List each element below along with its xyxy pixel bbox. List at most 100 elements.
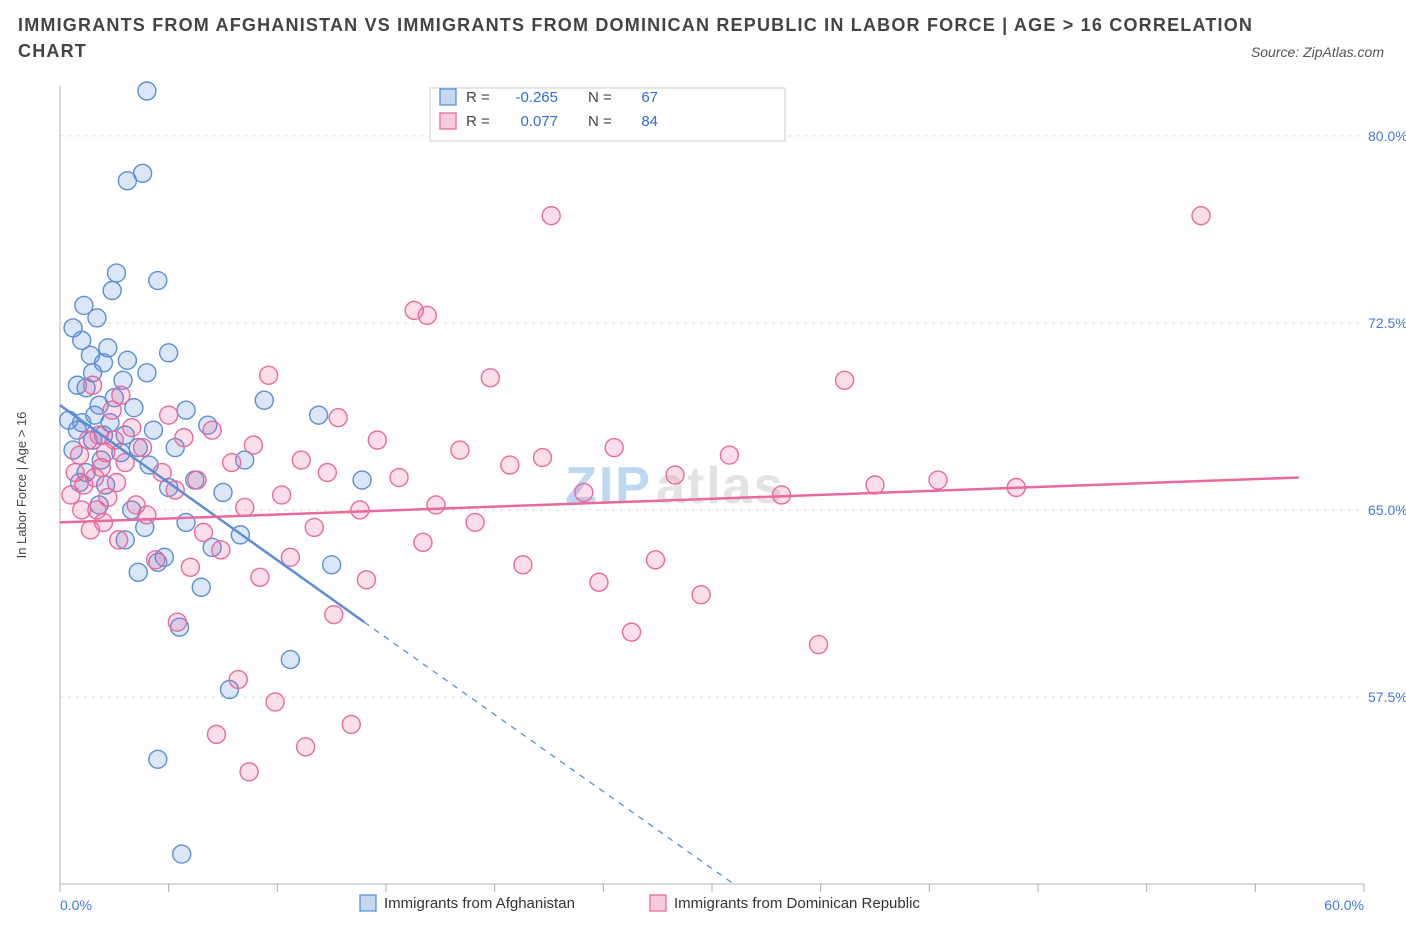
marker-afghanistan bbox=[281, 651, 299, 669]
marker-dominican bbox=[266, 693, 284, 711]
marker-dominican bbox=[720, 446, 738, 464]
marker-dominican bbox=[175, 429, 193, 447]
marker-dominican bbox=[623, 623, 641, 641]
marker-afghanistan bbox=[103, 281, 121, 299]
marker-dominican bbox=[646, 551, 664, 569]
marker-dominican bbox=[1192, 207, 1210, 225]
marker-dominican bbox=[260, 366, 278, 384]
legend-swatch bbox=[360, 895, 376, 911]
marker-dominican bbox=[533, 449, 551, 467]
marker-afghanistan bbox=[99, 339, 117, 357]
marker-afghanistan bbox=[177, 401, 195, 419]
marker-afghanistan bbox=[129, 563, 147, 581]
marker-dominican bbox=[866, 476, 884, 494]
marker-afghanistan bbox=[134, 164, 152, 182]
marker-dominican bbox=[207, 725, 225, 743]
marker-afghanistan bbox=[160, 344, 178, 362]
marker-afghanistan bbox=[138, 364, 156, 382]
marker-afghanistan bbox=[192, 578, 210, 596]
marker-dominican bbox=[297, 738, 315, 756]
svg-text:-0.265: -0.265 bbox=[515, 89, 558, 106]
svg-text:60.0%: 60.0% bbox=[1324, 897, 1364, 913]
marker-dominican bbox=[575, 483, 593, 501]
marker-dominican bbox=[342, 715, 360, 733]
svg-text:0.077: 0.077 bbox=[520, 113, 558, 130]
marker-dominican bbox=[138, 506, 156, 524]
svg-text:N =: N = bbox=[588, 89, 612, 106]
marker-dominican bbox=[325, 606, 343, 624]
marker-afghanistan bbox=[118, 351, 136, 369]
marker-dominican bbox=[368, 431, 386, 449]
marker-dominican bbox=[134, 439, 152, 457]
svg-text:67: 67 bbox=[641, 89, 658, 106]
marker-afghanistan bbox=[108, 264, 126, 282]
marker-dominican bbox=[501, 456, 519, 474]
marker-dominican bbox=[244, 436, 262, 454]
marker-afghanistan bbox=[88, 309, 106, 327]
marker-dominican bbox=[427, 496, 445, 514]
marker-dominican bbox=[251, 568, 269, 586]
marker-dominican bbox=[94, 513, 112, 531]
svg-text:65.0%: 65.0% bbox=[1368, 502, 1406, 518]
marker-afghanistan bbox=[177, 513, 195, 531]
marker-dominican bbox=[123, 419, 141, 437]
marker-dominican bbox=[329, 409, 347, 427]
source-credit: Source: ZipAtlas.com bbox=[1251, 44, 1384, 60]
marker-dominican bbox=[147, 551, 165, 569]
marker-dominican bbox=[390, 469, 408, 487]
marker-dominican bbox=[590, 573, 608, 591]
marker-afghanistan bbox=[173, 845, 191, 863]
marker-dominican bbox=[212, 541, 230, 559]
svg-text:R =: R = bbox=[466, 89, 490, 106]
marker-dominican bbox=[273, 486, 291, 504]
marker-afghanistan bbox=[149, 750, 167, 768]
correlation-scatter-plot: 57.5% 65.0% 72.5% 80.0% 0.0% 60.0% In Labor Fo… bbox=[0, 74, 1406, 930]
svg-text:N =: N = bbox=[588, 113, 612, 130]
svg-text:57.5%: 57.5% bbox=[1368, 689, 1406, 705]
marker-dominican bbox=[836, 371, 854, 389]
marker-afghanistan bbox=[353, 471, 371, 489]
marker-dominican bbox=[542, 207, 560, 225]
svg-text:0.0%: 0.0% bbox=[60, 897, 92, 913]
legend-swatch bbox=[650, 895, 666, 911]
marker-afghanistan bbox=[310, 406, 328, 424]
marker-afghanistan bbox=[144, 421, 162, 439]
svg-text:84: 84 bbox=[641, 113, 658, 130]
marker-dominican bbox=[110, 531, 128, 549]
marker-dominican bbox=[666, 466, 684, 484]
marker-dominican bbox=[357, 571, 375, 589]
marker-dominican bbox=[351, 501, 369, 519]
marker-dominican bbox=[692, 586, 710, 604]
svg-text:R =: R = bbox=[466, 113, 490, 130]
marker-dominican bbox=[240, 763, 258, 781]
marker-dominican bbox=[203, 421, 221, 439]
marker-dominican bbox=[451, 441, 469, 459]
marker-afghanistan bbox=[214, 483, 232, 501]
marker-dominican bbox=[414, 533, 432, 551]
marker-afghanistan bbox=[323, 556, 341, 574]
legend-label: Immigrants from Dominican Republic bbox=[674, 895, 920, 912]
marker-dominican bbox=[112, 386, 130, 404]
marker-afghanistan bbox=[149, 272, 167, 290]
marker-dominican bbox=[108, 474, 126, 492]
marker-dominican bbox=[229, 671, 247, 689]
marker-dominican bbox=[481, 369, 499, 387]
marker-dominican bbox=[194, 523, 212, 541]
marker-afghanistan bbox=[138, 82, 156, 100]
marker-dominican bbox=[929, 471, 947, 489]
marker-dominican bbox=[318, 464, 336, 482]
marker-dominican bbox=[418, 306, 436, 324]
marker-dominican bbox=[188, 471, 206, 489]
marker-dominican bbox=[605, 439, 623, 457]
marker-dominican bbox=[514, 556, 532, 574]
svg-text:72.5%: 72.5% bbox=[1368, 315, 1406, 331]
marker-dominican bbox=[223, 454, 241, 472]
marker-dominican bbox=[292, 451, 310, 469]
marker-dominican bbox=[466, 513, 484, 531]
marker-dominican bbox=[809, 636, 827, 654]
svg-text:80.0%: 80.0% bbox=[1368, 128, 1406, 144]
marker-dominican bbox=[305, 518, 323, 536]
marker-afghanistan bbox=[255, 391, 273, 409]
svg-text:In Labor Force | Age > 16: In Labor Force | Age > 16 bbox=[14, 412, 29, 559]
legend-label: Immigrants from Afghanistan bbox=[384, 895, 575, 912]
